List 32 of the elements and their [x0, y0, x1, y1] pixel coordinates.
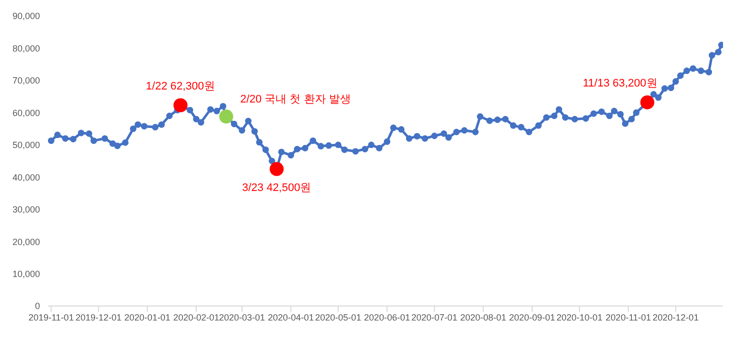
annotation: 1/22 62,300원 — [146, 80, 216, 92]
x-tick-label: 2020-06-01 — [364, 312, 410, 322]
point — [173, 98, 188, 112]
x-tick-label: 2020-02-01 — [173, 312, 220, 322]
x-tick-label: 2020-10-01 — [556, 312, 603, 322]
point — [270, 162, 284, 176]
x-tick-label: 2020-01-01 — [124, 312, 170, 322]
annotation: 11/13 63,200원 — [582, 77, 658, 90]
x-tick-label: 2020-09-01 — [509, 312, 556, 322]
point — [640, 95, 654, 110]
x-tick-label: 2020-07-01 — [411, 312, 458, 322]
x-tick-label: 2020-11-01 — [606, 312, 652, 322]
x-tick-label: 2019-11-01 — [28, 312, 74, 322]
x-tick-label: 2020-05-01 — [315, 312, 362, 322]
y-tick-label: 70,000 — [12, 76, 40, 86]
y-tick-label: 10,000 — [12, 268, 40, 279]
x-tick-label: 2020-04-01 — [268, 312, 314, 322]
point — [219, 110, 234, 124]
x-tick-label: 2020-03-01 — [218, 312, 266, 322]
y-tick-label: 90,000 — [12, 11, 40, 22]
y-tick-label: 30,000 — [12, 204, 40, 215]
x-tick-label: 2019-12-01 — [75, 312, 122, 322]
x-tick-label: 2020-12-01 — [652, 312, 699, 322]
y-tick-label: 60,000 — [12, 108, 40, 118]
y-tick-label: 50,000 — [12, 140, 40, 150]
y-tick-label: 0 — [34, 301, 40, 312]
y-tick-label: 40,000 — [12, 172, 40, 182]
annotation: 2/20 국내 첫 환자 발생 — [240, 94, 351, 106]
y-tick-label: 80,000 — [12, 43, 40, 54]
annotation: 3/23 42,500원 — [242, 182, 312, 194]
y-tick-label: 20,000 — [12, 236, 40, 247]
x-tick-label: 2020-08-01 — [460, 312, 506, 322]
